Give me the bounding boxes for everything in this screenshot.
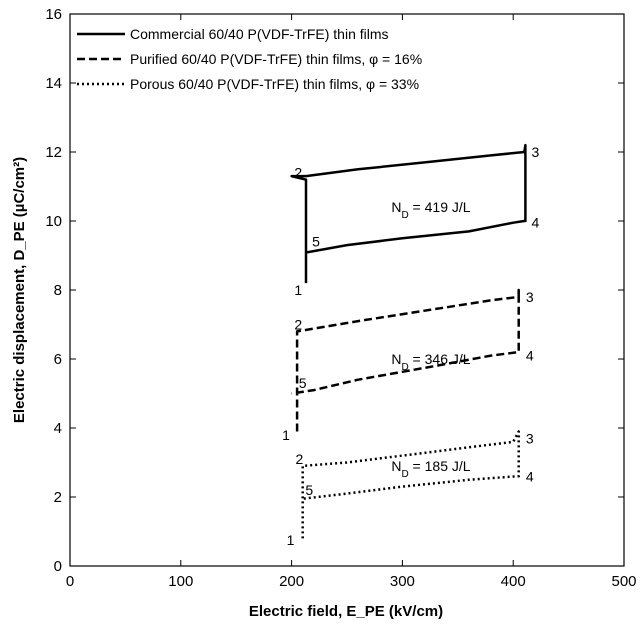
annotation-label: 2: [295, 451, 303, 467]
x-tick-label: 400: [501, 573, 526, 590]
annotation-label: 3: [526, 289, 534, 305]
annotation-label: 3: [526, 430, 534, 446]
x-tick-label: 500: [611, 573, 636, 590]
series-line-1: [291, 288, 520, 432]
x-tick-label: 200: [279, 573, 304, 590]
annotation-label: 2: [294, 317, 302, 333]
y-tick-label: 8: [54, 282, 62, 299]
x-tick-label: 300: [390, 573, 415, 590]
series-line-2: [301, 430, 520, 539]
annotation-label: 5: [299, 375, 307, 391]
annotation-label: 1: [287, 532, 295, 548]
y-axis-title: Electric displacement, D_PE (µC/cm²): [11, 157, 28, 423]
legend-label-porous: Porous 60/40 P(VDF-TrFE) thin films, φ =…: [130, 76, 419, 92]
annotation-label: 5: [312, 234, 320, 250]
y-tick-label: 0: [54, 558, 62, 575]
annotation-label: 4: [526, 348, 534, 364]
y-tick-label: 16: [45, 6, 62, 23]
annotation-label: 1: [282, 427, 290, 443]
legend-label-purified: Purified 60/40 P(VDF-TrFE) thin films, φ…: [130, 51, 422, 67]
annotation-label: ND = 346 J/L: [391, 351, 470, 373]
annotation-label: ND = 185 J/L: [391, 458, 470, 480]
y-tick-label: 10: [45, 213, 62, 230]
annotation-label: 4: [526, 468, 534, 484]
x-tick-label: 100: [168, 573, 193, 590]
legend: Commercial 60/40 P(VDF-TrFE) thin films …: [77, 26, 422, 92]
plot-area-frame: [69, 13, 625, 567]
y-tick-label: 14: [45, 75, 62, 92]
annotation-label: 1: [294, 282, 302, 298]
x-tick-label: 0: [66, 573, 74, 590]
annotation-label: 5: [305, 482, 313, 498]
y-tick-label: 12: [45, 144, 62, 161]
legend-label-commercial: Commercial 60/40 P(VDF-TrFE) thin films: [130, 26, 389, 42]
x-axis-title: Electric field, E_PE (kV/cm): [249, 603, 443, 620]
y-tick-label: 4: [54, 420, 62, 437]
y-tick-label: 6: [54, 351, 62, 368]
series-line-0: [290, 143, 527, 284]
annotation-label: 4: [531, 215, 539, 231]
y-tick-label: 2: [54, 489, 62, 506]
annotation-label: 2: [294, 165, 302, 181]
annotation-label: ND = 419 J/L: [391, 199, 470, 221]
annotation-label: 3: [531, 144, 539, 160]
